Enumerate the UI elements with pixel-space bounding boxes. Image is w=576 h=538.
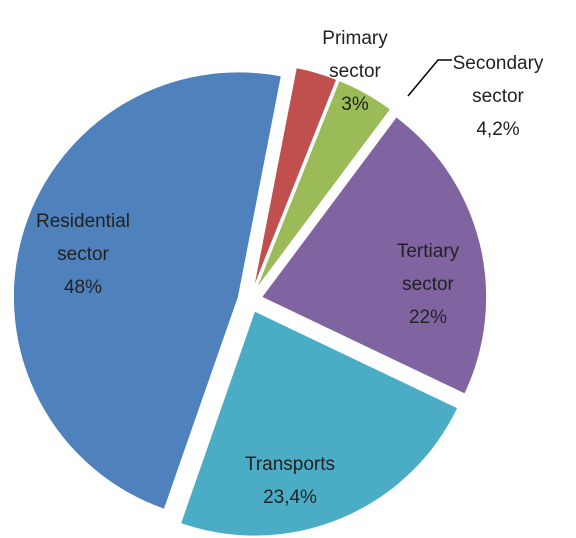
category-label: Residential sector <box>36 211 130 265</box>
category-label: Tertiary sector <box>396 241 460 295</box>
value-label: 4,2% <box>476 119 520 140</box>
label-box: Secondary sector 4,2% <box>438 47 558 146</box>
pie-slice <box>255 79 392 290</box>
category-label: Transports <box>244 454 336 475</box>
category-label: Primary sector <box>322 28 388 82</box>
value-label: 23,4% <box>263 487 317 508</box>
pie-slice <box>12 71 282 510</box>
leader-line <box>407 59 452 97</box>
slice-label: Tertiary sector 22% <box>373 235 483 334</box>
slice-label: Secondary sector 4,2% <box>438 47 558 146</box>
label-box: Primary sector 3% <box>300 22 410 121</box>
pie-slice <box>260 116 488 395</box>
slice-label: Primary sector 3% <box>300 22 410 121</box>
slice-label: Residential sector 48% <box>23 205 143 304</box>
value-label: 48% <box>63 277 103 298</box>
pie-slice <box>252 67 338 289</box>
label-box: Residential sector 48% <box>23 205 143 304</box>
slice-label: Transports 23,4% <box>235 448 345 514</box>
value-label: 3% <box>341 94 369 115</box>
label-box: Tertiary sector 22% <box>373 235 483 334</box>
label-box: Transports 23,4% <box>235 448 345 514</box>
value-label: 22% <box>408 307 448 328</box>
pie-slice <box>179 310 459 537</box>
category-label: Secondary sector <box>452 53 544 107</box>
